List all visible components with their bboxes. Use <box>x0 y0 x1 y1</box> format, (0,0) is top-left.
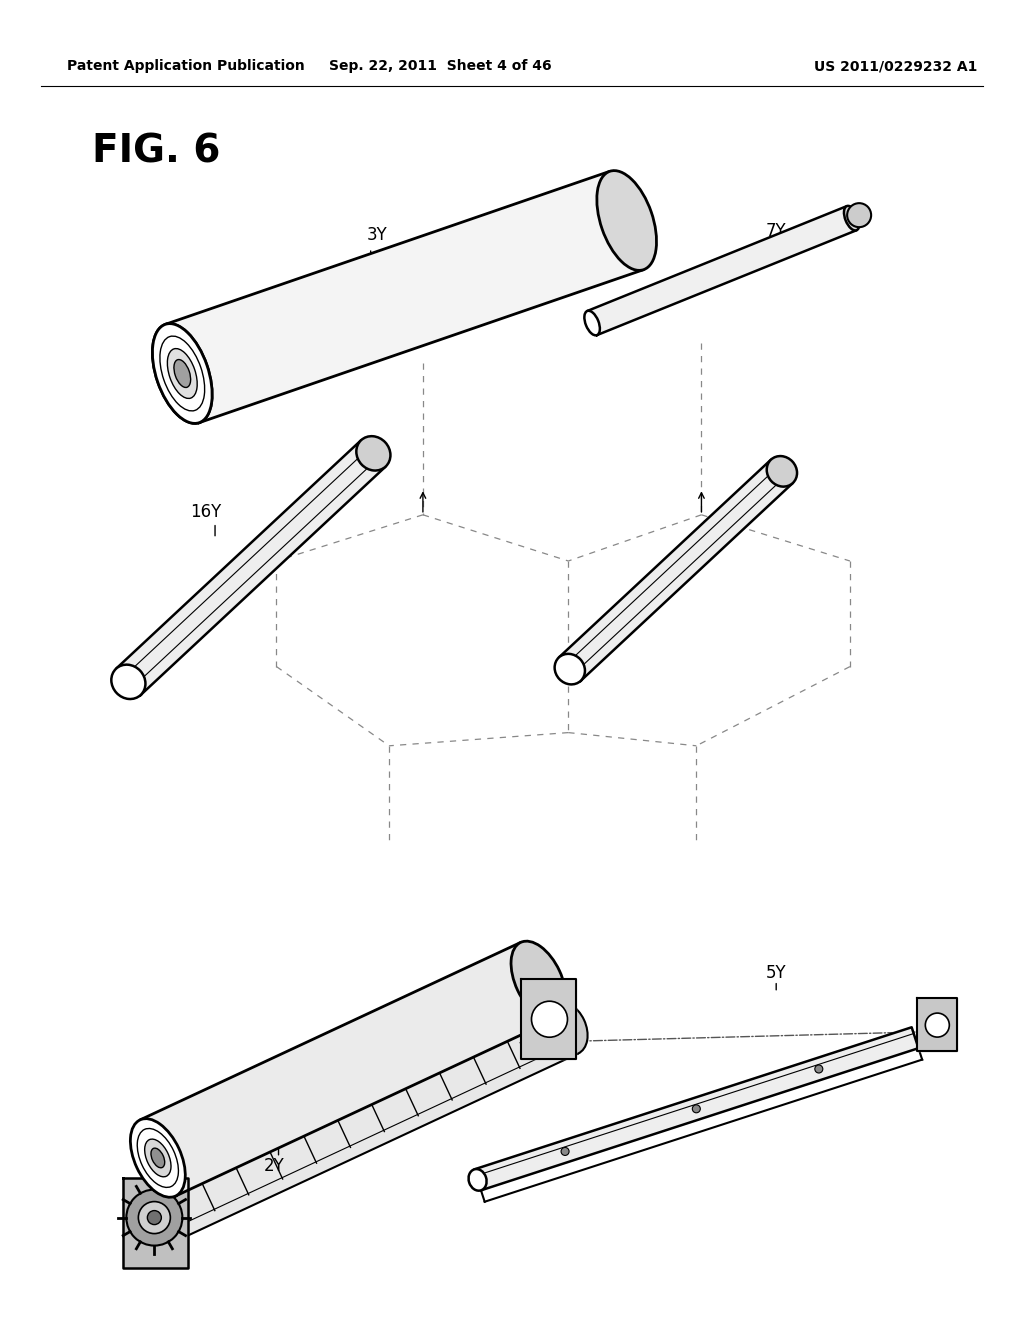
Circle shape <box>847 203 871 227</box>
Ellipse shape <box>545 1002 588 1055</box>
Text: Sep. 22, 2011  Sheet 4 of 46: Sep. 22, 2011 Sheet 4 of 46 <box>329 59 552 73</box>
Ellipse shape <box>597 170 656 271</box>
Ellipse shape <box>767 457 797 487</box>
Circle shape <box>692 1105 700 1113</box>
Ellipse shape <box>844 206 859 231</box>
Circle shape <box>147 1210 162 1225</box>
Circle shape <box>561 1147 569 1155</box>
Ellipse shape <box>137 1129 178 1188</box>
Polygon shape <box>123 1177 188 1267</box>
Polygon shape <box>521 979 577 1059</box>
Polygon shape <box>165 172 644 422</box>
Ellipse shape <box>167 348 198 399</box>
Text: 7Y: 7Y <box>766 222 786 240</box>
Polygon shape <box>140 942 556 1196</box>
Text: Patent Application Publication: Patent Application Publication <box>67 59 304 73</box>
Polygon shape <box>165 1003 579 1236</box>
Text: 16Y: 16Y <box>190 503 222 521</box>
Text: US 2011/0229232 A1: US 2011/0229232 A1 <box>814 59 978 73</box>
Ellipse shape <box>356 436 390 470</box>
Ellipse shape <box>153 323 212 424</box>
Ellipse shape <box>130 1118 185 1197</box>
Ellipse shape <box>555 653 585 684</box>
Ellipse shape <box>174 359 190 388</box>
Text: 3Y: 3Y <box>367 226 387 244</box>
Ellipse shape <box>144 1139 171 1177</box>
Text: 5Y: 5Y <box>766 964 786 982</box>
Ellipse shape <box>160 337 205 411</box>
Ellipse shape <box>469 1170 486 1191</box>
Ellipse shape <box>151 1148 165 1168</box>
Circle shape <box>815 1065 823 1073</box>
Text: FIG. 6: FIG. 6 <box>92 133 220 170</box>
Ellipse shape <box>112 665 145 700</box>
Circle shape <box>926 1012 949 1038</box>
Polygon shape <box>559 459 793 681</box>
Polygon shape <box>474 1027 919 1191</box>
Circle shape <box>531 1001 567 1038</box>
Ellipse shape <box>511 941 566 1020</box>
Polygon shape <box>116 440 386 696</box>
Circle shape <box>126 1189 182 1246</box>
Circle shape <box>138 1201 170 1234</box>
Polygon shape <box>918 998 957 1051</box>
Ellipse shape <box>585 310 600 335</box>
Text: 2Y: 2Y <box>264 1156 285 1175</box>
Ellipse shape <box>153 323 212 424</box>
Text: 10Y: 10Y <box>701 519 733 537</box>
Polygon shape <box>587 206 857 335</box>
